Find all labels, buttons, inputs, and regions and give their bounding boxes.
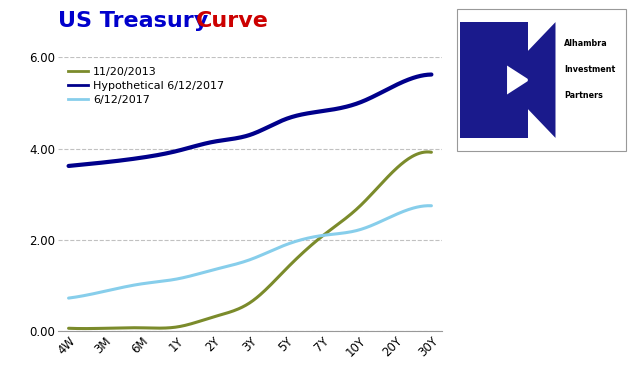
Legend: 11/20/2013, Hypothetical 6/12/2017, 6/12/2017: 11/20/2013, Hypothetical 6/12/2017, 6/12… <box>63 63 229 109</box>
Text: Partners: Partners <box>564 91 603 101</box>
Polygon shape <box>507 66 529 94</box>
FancyBboxPatch shape <box>457 9 626 151</box>
Text: Curve: Curve <box>196 11 269 31</box>
Polygon shape <box>460 22 528 138</box>
Text: Investment: Investment <box>564 66 615 74</box>
Polygon shape <box>528 22 556 138</box>
Text: Alhambra: Alhambra <box>564 39 608 48</box>
Text: US Treasury: US Treasury <box>58 11 215 31</box>
